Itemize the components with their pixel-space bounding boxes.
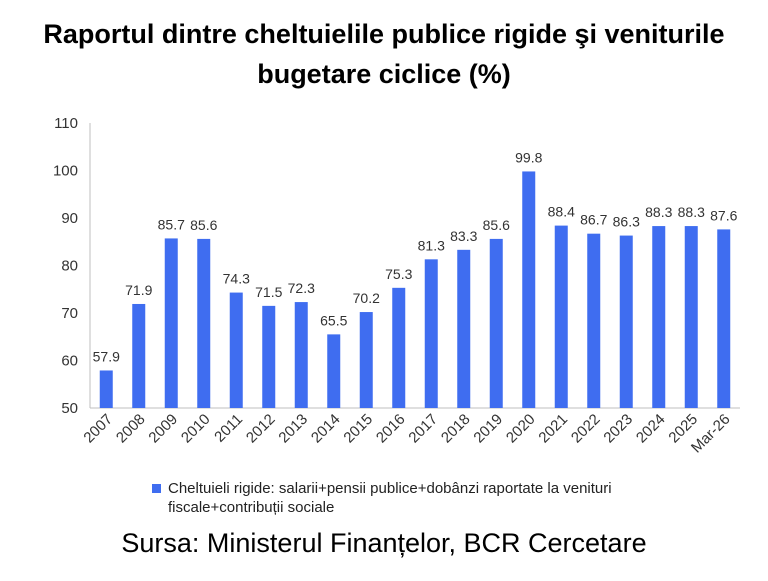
x-tick-label: 2024 <box>633 411 669 447</box>
y-tick-label: 110 <box>54 115 78 132</box>
x-tick-label: 2010 <box>178 411 214 447</box>
x-tick-label: 2012 <box>243 411 279 447</box>
y-tick-label: 90 <box>61 210 78 227</box>
y-tick-label: 60 <box>61 353 78 370</box>
bar <box>684 226 698 408</box>
data-label: 85.7 <box>158 216 185 232</box>
data-label: 74.3 <box>223 271 250 287</box>
bar <box>99 370 113 408</box>
chart-y-tick-labels: 50 60 70 80 90 100 110 <box>53 115 78 417</box>
data-label: 86.3 <box>613 214 640 230</box>
chart-data-labels: 57.9 71.9 85.7 85.6 74.3 71.5 72.3 65.5 70.2 75.3… <box>93 149 738 364</box>
data-label: 65.5 <box>320 312 347 328</box>
bar <box>197 238 211 408</box>
x-tick-label: 2008 <box>113 411 149 447</box>
bar <box>132 303 146 408</box>
x-tick-label: 2021 <box>535 411 571 447</box>
data-label: 70.2 <box>353 290 380 306</box>
bar <box>619 235 633 408</box>
x-tick-label: 2022 <box>568 411 604 447</box>
x-tick-label: 2019 <box>470 411 506 447</box>
data-label: 71.9 <box>125 282 152 298</box>
bar <box>554 225 568 408</box>
chart-bars <box>99 171 731 408</box>
chart-axes <box>89 123 740 409</box>
bar <box>164 238 178 408</box>
bar <box>294 302 308 408</box>
bar <box>717 229 731 408</box>
data-label: 83.3 <box>450 228 477 244</box>
bar <box>489 238 503 408</box>
bar <box>327 334 341 408</box>
x-tick-label: 2020 <box>503 411 539 447</box>
data-label: 81.3 <box>418 237 445 253</box>
bar <box>392 287 406 408</box>
chart-title-line-1: Raportul dintre cheltuielile publice rig… <box>43 19 725 49</box>
y-tick-label: 80 <box>61 258 78 275</box>
data-label: 86.7 <box>580 212 607 228</box>
data-label: 99.8 <box>515 149 542 165</box>
data-label: 85.6 <box>190 217 217 233</box>
x-tick-label: 2011 <box>211 411 246 446</box>
bar <box>652 226 666 408</box>
bar <box>522 171 536 408</box>
chart-legend: Cheltuieli rigide: salarii+pensii public… <box>152 479 712 517</box>
x-tick-label: 2018 <box>438 411 474 447</box>
data-label: 87.6 <box>710 207 737 223</box>
bar <box>587 233 601 408</box>
data-label: 72.3 <box>288 280 315 296</box>
source-note: Sursa: Ministerul Finanțelor, BCR Cercet… <box>121 528 647 558</box>
x-tick-label: 2016 <box>373 411 409 447</box>
bar <box>457 249 471 408</box>
y-tick-label: 70 <box>61 305 78 322</box>
data-label: 57.9 <box>93 348 120 364</box>
data-label: 88.3 <box>678 204 705 220</box>
data-label: 71.5 <box>255 284 282 300</box>
x-tick-label: 2017 <box>405 411 441 447</box>
x-tick-label: 2015 <box>340 411 376 447</box>
data-label: 85.6 <box>483 217 510 233</box>
x-tick-label: 2013 <box>275 411 311 447</box>
legend-entry: Cheltuieli rigide: salarii+pensii public… <box>168 480 612 516</box>
data-label: 88.3 <box>645 204 672 220</box>
bar <box>359 312 373 408</box>
x-tick-label: 2007 <box>80 411 116 447</box>
chart-x-tick-labels: 2007200820092010201120122013201420152016… <box>80 411 733 457</box>
bar <box>262 305 276 408</box>
chart-title-line-2: bugetare ciclice (%) <box>257 59 511 89</box>
data-label: 88.4 <box>548 204 575 220</box>
chart-title: Raportul dintre cheltuielile publice rig… <box>0 14 768 94</box>
bar <box>229 292 243 408</box>
y-tick-label: 50 <box>61 400 78 417</box>
data-label: 75.3 <box>385 266 412 282</box>
y-tick-label: 100 <box>53 163 78 180</box>
bar-chart: 57.9 71.9 85.7 85.6 74.3 71.5 72.3 65.5 70.2 75.3… <box>53 115 740 457</box>
x-tick-label: 2009 <box>145 411 181 447</box>
x-tick-label: 2023 <box>600 411 636 447</box>
bar <box>424 259 438 408</box>
x-tick-label: 2014 <box>308 411 344 447</box>
legend-swatch <box>152 484 161 493</box>
